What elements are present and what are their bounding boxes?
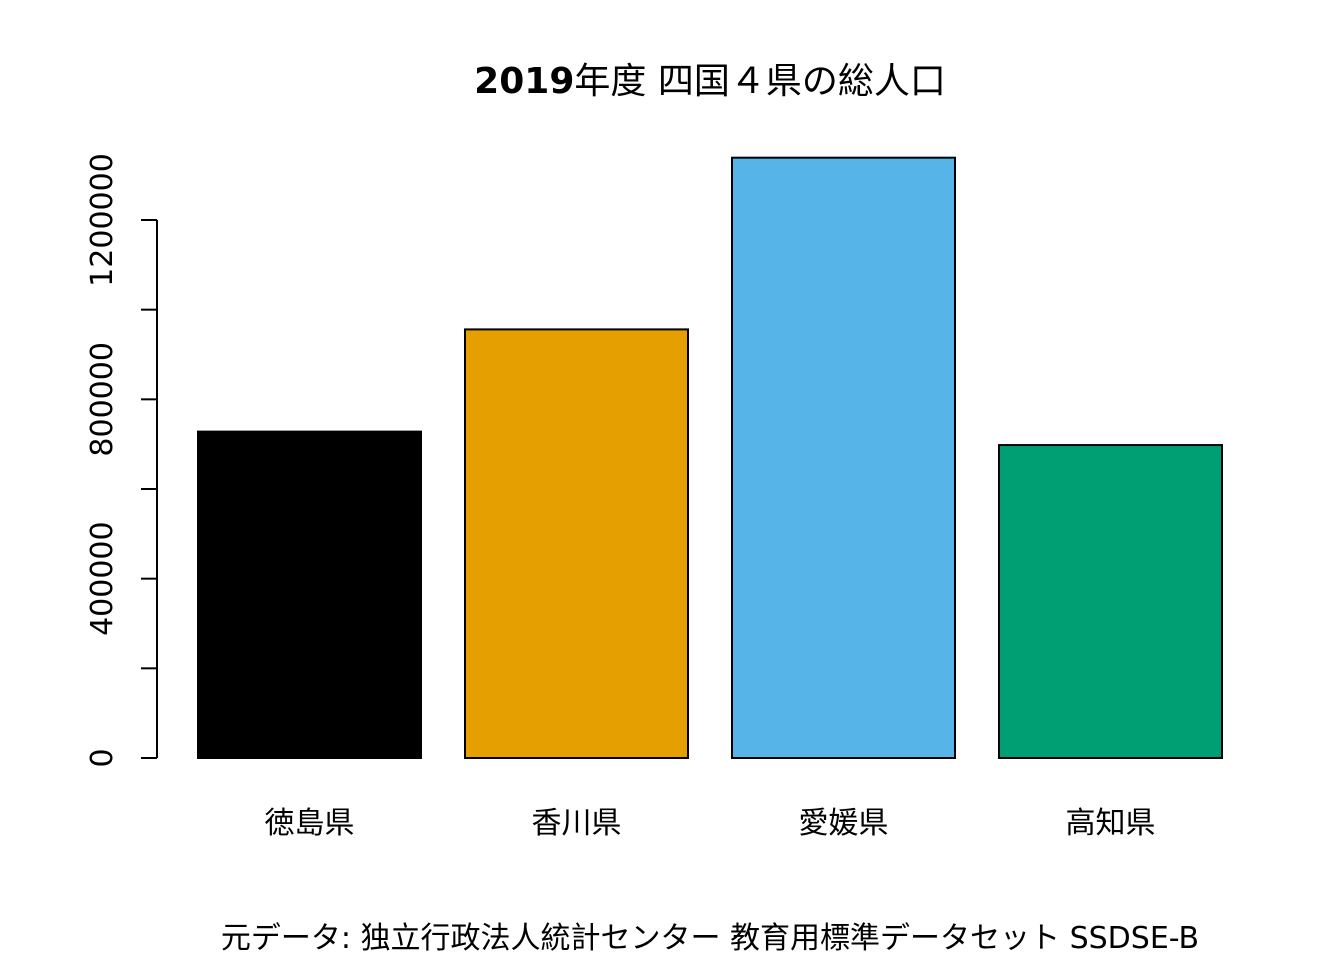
x-tick-label: 愛媛県 xyxy=(799,806,889,841)
title-text: 年度 四国４県の総人口 xyxy=(574,61,945,102)
bar-3 xyxy=(731,156,956,760)
bar-2 xyxy=(464,328,689,759)
title-year: 2019 xyxy=(474,61,574,102)
y-axis: 0 400000 800000 1200000 xyxy=(85,153,158,768)
bars-group xyxy=(197,156,1223,760)
x-axis-labels: 徳島県 香川県 愛媛県 高知県 xyxy=(265,806,1156,841)
y-tick-label: 400000 xyxy=(85,521,120,636)
y-tick-label: 0 xyxy=(85,748,120,767)
bar-1 xyxy=(197,430,422,759)
bar-4 xyxy=(998,444,1223,759)
source-note: 元データ: 独立行政法人統計センター 教育用標準データセット SSDSE-B xyxy=(221,921,1199,956)
x-tick-label: 徳島県 xyxy=(265,806,355,841)
y-tick-label: 800000 xyxy=(85,342,120,457)
x-tick-label: 香川県 xyxy=(532,806,622,841)
x-tick-label: 高知県 xyxy=(1066,806,1156,841)
chart-title: 2019年度 四国４県の総人口 xyxy=(474,61,946,102)
y-tick-label: 1200000 xyxy=(85,153,120,287)
